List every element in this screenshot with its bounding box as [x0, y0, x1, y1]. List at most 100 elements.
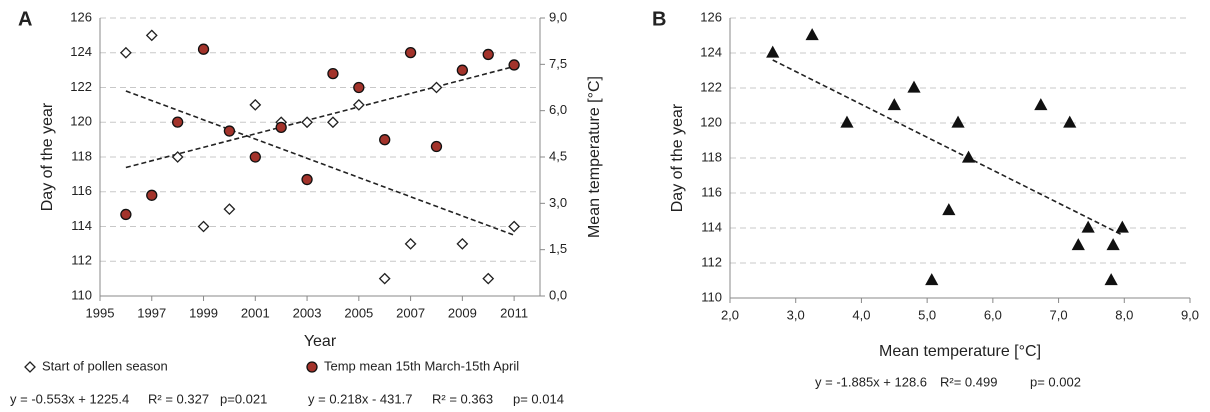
y-tick-label: 120	[700, 114, 722, 129]
y2-tick-label: 9,0	[549, 9, 567, 24]
x-tick-label: 9,0	[1181, 307, 1199, 322]
x-tick-label: 4,0	[852, 307, 870, 322]
point	[456, 64, 469, 76]
legend-label: Start of pollen season	[42, 358, 168, 373]
point	[1071, 238, 1085, 251]
trend-line	[772, 59, 1123, 236]
x-tick-label: 1997	[137, 305, 166, 320]
point	[430, 140, 443, 153]
x-tick-label: 2007	[396, 305, 425, 320]
legend-marker	[306, 361, 318, 373]
point	[1115, 220, 1129, 233]
point	[925, 273, 939, 286]
y-tick-label: 110	[701, 289, 722, 304]
trend-line	[125, 90, 515, 236]
point	[223, 203, 236, 216]
annotation: p=0.021	[220, 391, 267, 406]
point	[378, 272, 391, 285]
point	[197, 43, 210, 55]
y2-tick-label: 3,0	[549, 195, 567, 210]
y-tick-label: 112	[701, 254, 722, 269]
y-tick-label: 118	[701, 149, 722, 164]
point	[430, 81, 443, 94]
panel-label: B	[652, 8, 666, 30]
annotation: y = -0.553x + 1225.4	[10, 391, 129, 406]
x-tick-label: 2,0	[721, 307, 739, 322]
x-tick-label: 5,0	[918, 307, 936, 322]
point	[249, 98, 262, 111]
annotation: p= 0.014	[513, 391, 564, 406]
point	[327, 67, 339, 80]
point	[249, 151, 261, 163]
y-tick-label: 120	[70, 114, 92, 129]
y-tick-label: 126	[700, 9, 722, 24]
panel-label: A	[18, 8, 32, 30]
x-tick-label: 2003	[293, 305, 322, 320]
y-tick-label: 116	[71, 183, 92, 198]
annotation: R² = 0.363	[432, 391, 493, 406]
y-tick-label: 126	[70, 9, 92, 24]
point	[353, 81, 365, 94]
y-tick-label: 122	[70, 79, 92, 94]
x-tick-label: 6,0	[984, 307, 1002, 322]
y-tick-label: 124	[700, 44, 722, 59]
y-tick-label: 110	[71, 287, 92, 302]
point	[508, 220, 521, 233]
x-axis-title: Mean temperature [°C]	[879, 343, 1041, 360]
y-tick-label: 124	[70, 44, 92, 59]
x-tick-label: 1999	[189, 305, 218, 320]
point	[119, 46, 132, 59]
y-tick-label: 116	[701, 184, 722, 199]
point	[146, 189, 158, 201]
point	[120, 208, 132, 221]
y2-tick-label: 7,5	[549, 56, 567, 71]
y-tick-label: 112	[71, 253, 92, 268]
point	[482, 272, 495, 285]
annotation: y = -1.885x + 128.6	[815, 374, 927, 389]
point	[1106, 238, 1120, 251]
point	[508, 59, 520, 71]
point	[171, 151, 184, 163]
point	[301, 173, 313, 186]
point	[145, 29, 158, 42]
point	[197, 220, 210, 233]
y-tick-label: 122	[700, 79, 722, 94]
annotation: p= 0.002	[1030, 374, 1081, 389]
point	[907, 80, 921, 93]
x-tick-label: 3,0	[787, 307, 805, 322]
point	[1081, 220, 1095, 233]
point	[805, 28, 819, 41]
point	[456, 237, 469, 250]
point	[404, 237, 417, 250]
y-axis-title: Day of the year	[669, 103, 686, 212]
point	[1104, 273, 1118, 286]
legend-label: Temp mean 15th March-15th April	[324, 358, 519, 373]
point	[951, 115, 965, 128]
point	[223, 125, 236, 137]
x-tick-label: 7,0	[1050, 307, 1068, 322]
x-tick-label: 2005	[344, 305, 373, 320]
y-axis-title: Day of the year	[39, 102, 56, 211]
x-tick-label: 2009	[448, 305, 477, 320]
point	[482, 48, 494, 61]
y-tick-label: 118	[71, 148, 92, 163]
point	[275, 121, 287, 133]
point	[301, 116, 313, 129]
point	[766, 45, 780, 58]
point	[1034, 98, 1048, 111]
y2-axis-title: Mean temperature [°C]	[586, 76, 603, 238]
point	[942, 203, 956, 216]
y2-tick-label: 6,0	[549, 102, 567, 117]
point	[379, 134, 391, 146]
x-axis-title: Year	[304, 333, 337, 350]
point	[171, 116, 184, 128]
point	[887, 98, 901, 111]
point	[327, 116, 339, 129]
trend-line	[125, 65, 515, 169]
annotation: R² = 0.327	[148, 391, 209, 406]
point	[961, 150, 976, 163]
legend-marker	[24, 361, 36, 373]
y-tick-label: 114	[701, 219, 722, 234]
annotation: y = 0.218x - 431.7	[308, 391, 412, 406]
